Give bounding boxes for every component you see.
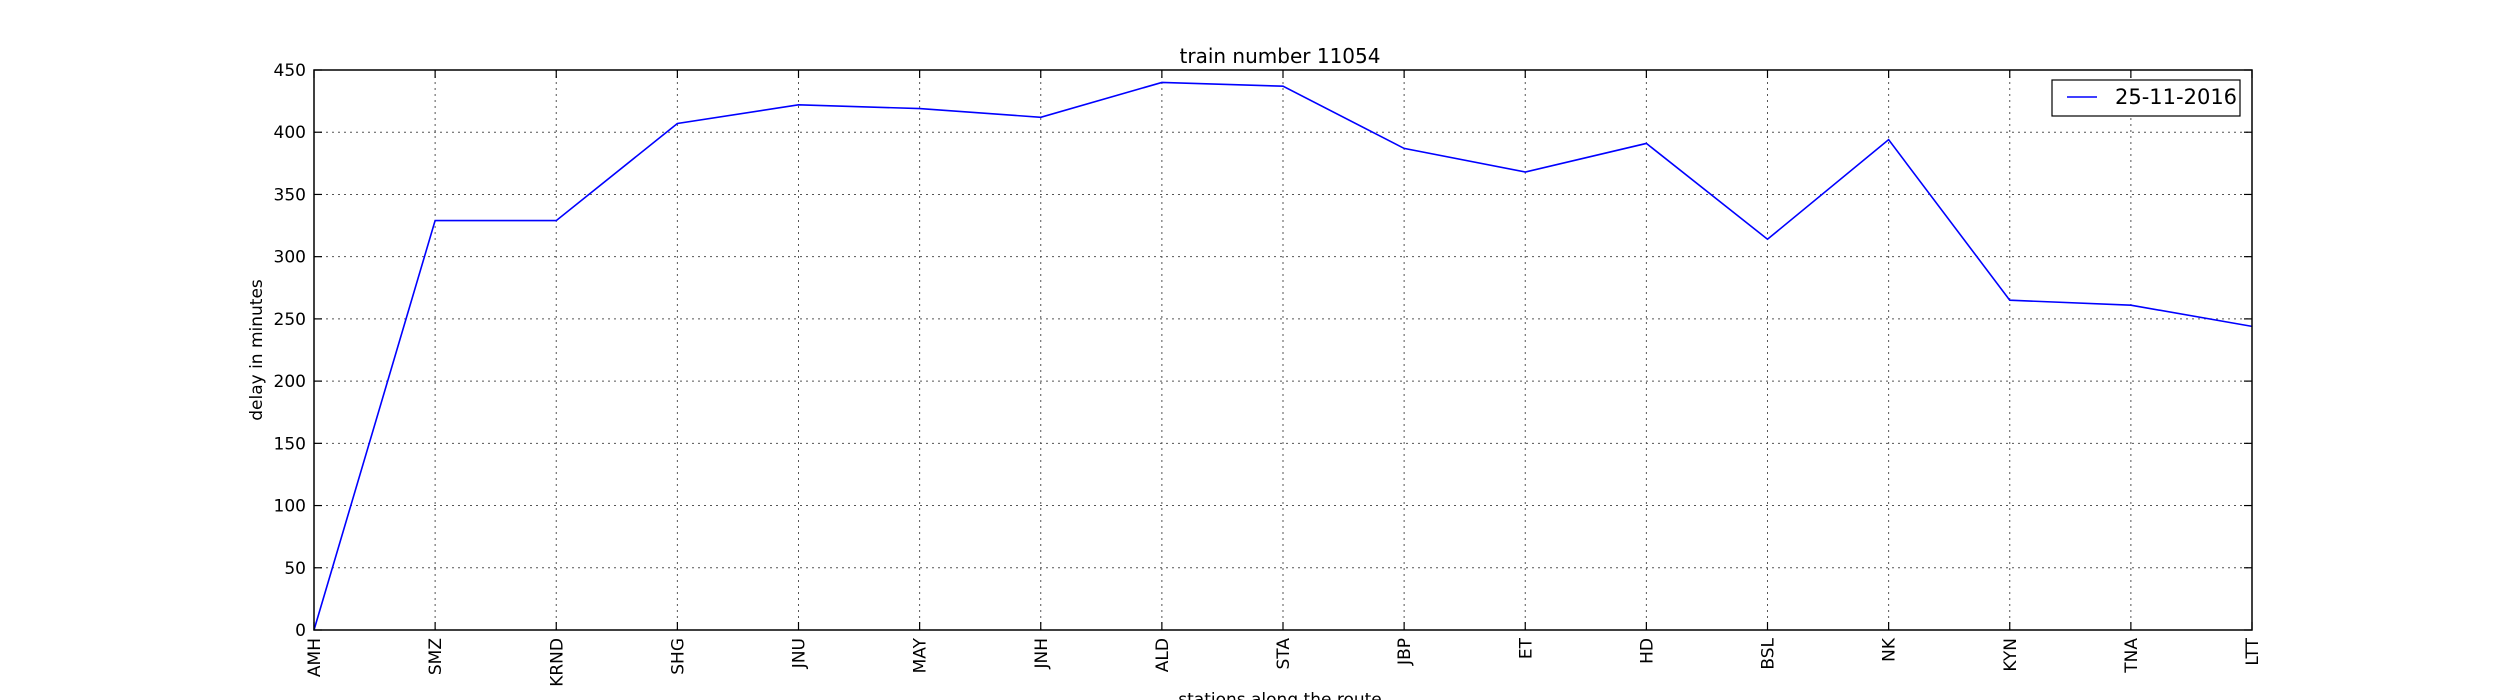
series-line — [313, 81, 2253, 631]
x-tick-label: SHG — [668, 638, 688, 675]
plot-frame — [313, 69, 2253, 631]
y-tick-label: 350 — [274, 185, 306, 205]
x-tick-label: ALD — [1153, 638, 1173, 672]
x-tick-label: BSL — [1759, 637, 1779, 669]
y-tick-label: 400 — [274, 123, 306, 143]
y-tick-label: 150 — [274, 434, 306, 454]
y-tick-label: 250 — [274, 310, 306, 330]
x-tick-label: NK — [1880, 637, 1900, 662]
x-tick-label: KYN — [2001, 638, 2021, 672]
y-axis-label: delay in minutes — [247, 279, 267, 421]
x-tick-label: AMH — [305, 638, 325, 677]
x-axis-ticks: AMH SMZ KRND SHG JNU MAY JNH ALD STA JBP ET HD BSL NK… — [305, 70, 2263, 687]
chart-title: train number 11054 — [1180, 44, 1381, 68]
x-axis-label: stations along the route — [1178, 690, 1382, 700]
series-layer — [313, 81, 2253, 631]
y-tick-label: 0 — [295, 621, 306, 641]
y-tick-label: 50 — [284, 559, 306, 579]
x-tick-label: TNA — [2122, 638, 2142, 674]
y-tick-label: 300 — [274, 248, 306, 268]
x-tick-label: JNH — [1032, 638, 1052, 670]
x-tick-label: HD — [1637, 638, 1657, 664]
x-tick-label: MAY — [911, 637, 931, 673]
y-tick-label: 450 — [274, 61, 306, 81]
x-tick-label: JBP — [1395, 638, 1415, 666]
y-axis-ticks: 0 50 100 150 200 250 300 350 400 450 — [274, 61, 2252, 641]
legend: 25-11-2016 — [2051, 79, 2241, 117]
legend-box — [2051, 79, 2241, 117]
x-tick-label: LTT — [2243, 637, 2263, 665]
y-tick-label: 200 — [274, 372, 306, 392]
x-tick-label: KRND — [547, 638, 567, 687]
legend-label: 25-11-2016 — [2115, 85, 2237, 109]
x-tick-label: SMZ — [426, 638, 446, 675]
gridlines — [313, 69, 2253, 631]
x-tick-label: JNU — [790, 638, 810, 669]
x-tick-label: STA — [1274, 638, 1294, 670]
x-tick-label: ET — [1516, 637, 1536, 659]
y-tick-label: 100 — [274, 497, 306, 517]
